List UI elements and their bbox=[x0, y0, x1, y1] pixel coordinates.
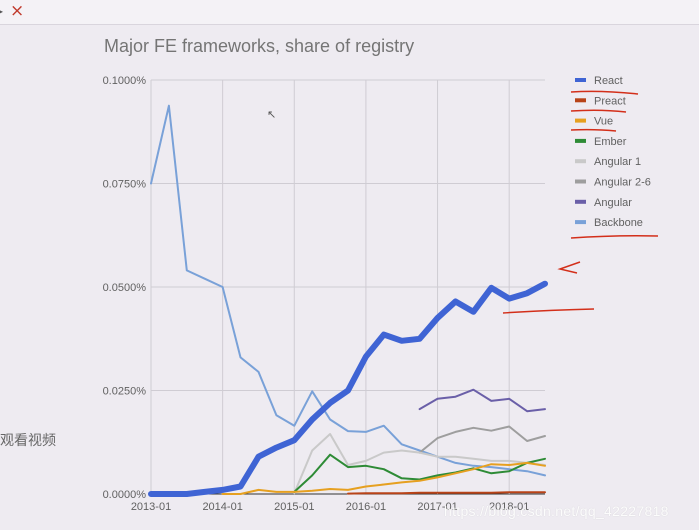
y-tick-label: 0.1000% bbox=[103, 75, 147, 87]
chart-legend: React Preact Vue Ember Angular 1 Angular 2-6 A… bbox=[575, 75, 651, 229]
annotation-underline-preact bbox=[570, 109, 627, 113]
mouse-cursor-icon: ↖ bbox=[267, 109, 277, 121]
handwritten-annotations bbox=[502, 90, 659, 314]
y-tick-label: 0.0000% bbox=[103, 489, 147, 501]
legend-label: React bbox=[594, 75, 623, 87]
series-line-react bbox=[148, 280, 548, 497]
x-tick-label: 2014-01 bbox=[202, 501, 242, 513]
y-tick-label: 0.0750% bbox=[103, 179, 147, 191]
series-line-preact bbox=[347, 491, 546, 495]
window-edge-glyph: ▸ bbox=[0, 4, 4, 18]
annotation-underline-vue bbox=[570, 128, 617, 132]
legend-swatch bbox=[575, 78, 586, 82]
y-tick-label: 0.0500% bbox=[103, 282, 147, 294]
legend-label: Backbone bbox=[594, 217, 643, 229]
legend-label: Vue bbox=[594, 116, 613, 128]
legend-label: Angular 2-6 bbox=[594, 177, 651, 189]
window-titlebar: ▸ × bbox=[0, 0, 699, 25]
y-tick-label: 0.0250% bbox=[103, 386, 147, 398]
chart-title: Major FE frameworks, share of registry bbox=[104, 36, 415, 56]
side-overlay-text: 观看视频 bbox=[0, 433, 56, 449]
x-tick-label: 2017-01 bbox=[417, 501, 457, 513]
series-line-angular-2-6 bbox=[418, 425, 546, 454]
annotation-underline-react bbox=[570, 90, 639, 95]
y-axis-ticks: 0.0000% 0.0250% 0.0500% 0.0750% 0.1000% bbox=[103, 75, 147, 501]
legend-swatch bbox=[575, 199, 586, 204]
chart-series bbox=[148, 104, 548, 497]
legend-label: Preact bbox=[594, 95, 626, 107]
watermark: https://blog.csdn.net/qq_42227818 bbox=[444, 503, 669, 519]
series-line-backbone bbox=[150, 104, 546, 477]
annotation-arrow bbox=[557, 261, 581, 274]
x-tick-label: 2015-01 bbox=[274, 501, 314, 513]
legend-label: Ember bbox=[594, 136, 627, 148]
x-tick-label: 2013-01 bbox=[131, 501, 171, 513]
close-icon[interactable]: × bbox=[10, 1, 25, 21]
x-tick-label: 2016-01 bbox=[346, 501, 386, 513]
series-line-ember bbox=[293, 453, 546, 493]
legend-swatch bbox=[575, 159, 586, 164]
legend-label: Angular bbox=[594, 197, 632, 209]
x-tick-label: 2018-01 bbox=[489, 501, 529, 513]
annotation-line-react bbox=[502, 308, 595, 314]
legend-swatch bbox=[575, 179, 586, 184]
legend-swatch bbox=[575, 138, 586, 143]
annotation-underline-backbone bbox=[570, 235, 659, 239]
legend-label: Angular 1 bbox=[594, 156, 641, 168]
legend-swatch bbox=[575, 118, 586, 123]
series-line-angular bbox=[418, 388, 546, 413]
series-line-vue bbox=[221, 461, 546, 495]
legend-swatch bbox=[575, 220, 586, 225]
legend-swatch bbox=[575, 98, 586, 103]
series-line-angular-1 bbox=[293, 433, 546, 495]
x-axis-ticks: 2013-01 2014-01 2015-01 2016-01 2017-01 2018-… bbox=[131, 501, 530, 513]
